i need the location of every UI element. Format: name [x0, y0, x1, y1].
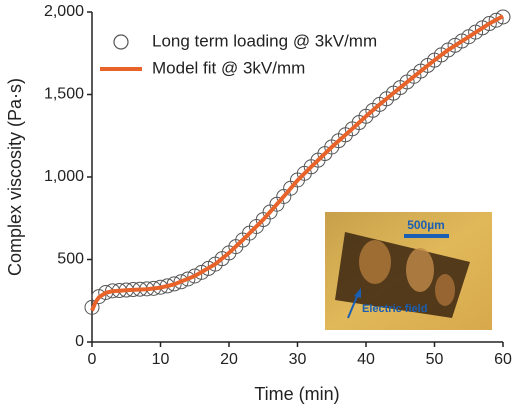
- y-tick-label: 2,000: [44, 3, 84, 20]
- scale-label: 500µm: [407, 218, 445, 232]
- data-point: [180, 271, 196, 287]
- x-tick-label: 50: [426, 351, 444, 368]
- x-axis-title: Time (min): [254, 384, 339, 404]
- fit-line: [90, 14, 504, 312]
- x-tick-label: 10: [152, 351, 170, 368]
- data-point: [84, 299, 100, 315]
- x-tick-label: 0: [88, 351, 97, 368]
- legend-marker: [113, 34, 129, 50]
- legend-label: Long term loading @ 3kV/mm: [152, 31, 377, 50]
- particle: [359, 240, 391, 284]
- y-axis-title: Complex viscosity (Pa·s): [5, 78, 25, 276]
- legend-label: Model fit @ 3kV/mm: [152, 58, 305, 77]
- x-tick-label: 20: [220, 351, 238, 368]
- data-point: [187, 268, 203, 284]
- field-arrowhead: [354, 288, 361, 298]
- y-tick-label: 1,500: [44, 86, 84, 103]
- data-point: [173, 274, 189, 290]
- particle: [435, 274, 455, 306]
- y-tick-label: 0: [75, 333, 84, 350]
- y-tick-label: 1,000: [44, 168, 84, 185]
- data-point: [495, 9, 511, 25]
- arrow-label: Electric field: [362, 303, 427, 315]
- data-point: [488, 12, 504, 28]
- data-point: [166, 276, 182, 292]
- x-tick-label: 40: [357, 351, 375, 368]
- plot-area: 0 500 1,000 1,500 2,000 0 10 20 30 40 50 60 Long ter…: [44, 3, 512, 368]
- field-arrow: [347, 293, 359, 319]
- inset-image: 500µm Electric field: [325, 212, 492, 330]
- particle: [406, 248, 434, 292]
- data-point: [481, 16, 497, 32]
- y-tick-label: 500: [57, 251, 84, 268]
- x-tick-label: 30: [289, 351, 307, 368]
- x-tick-label: 60: [494, 351, 512, 368]
